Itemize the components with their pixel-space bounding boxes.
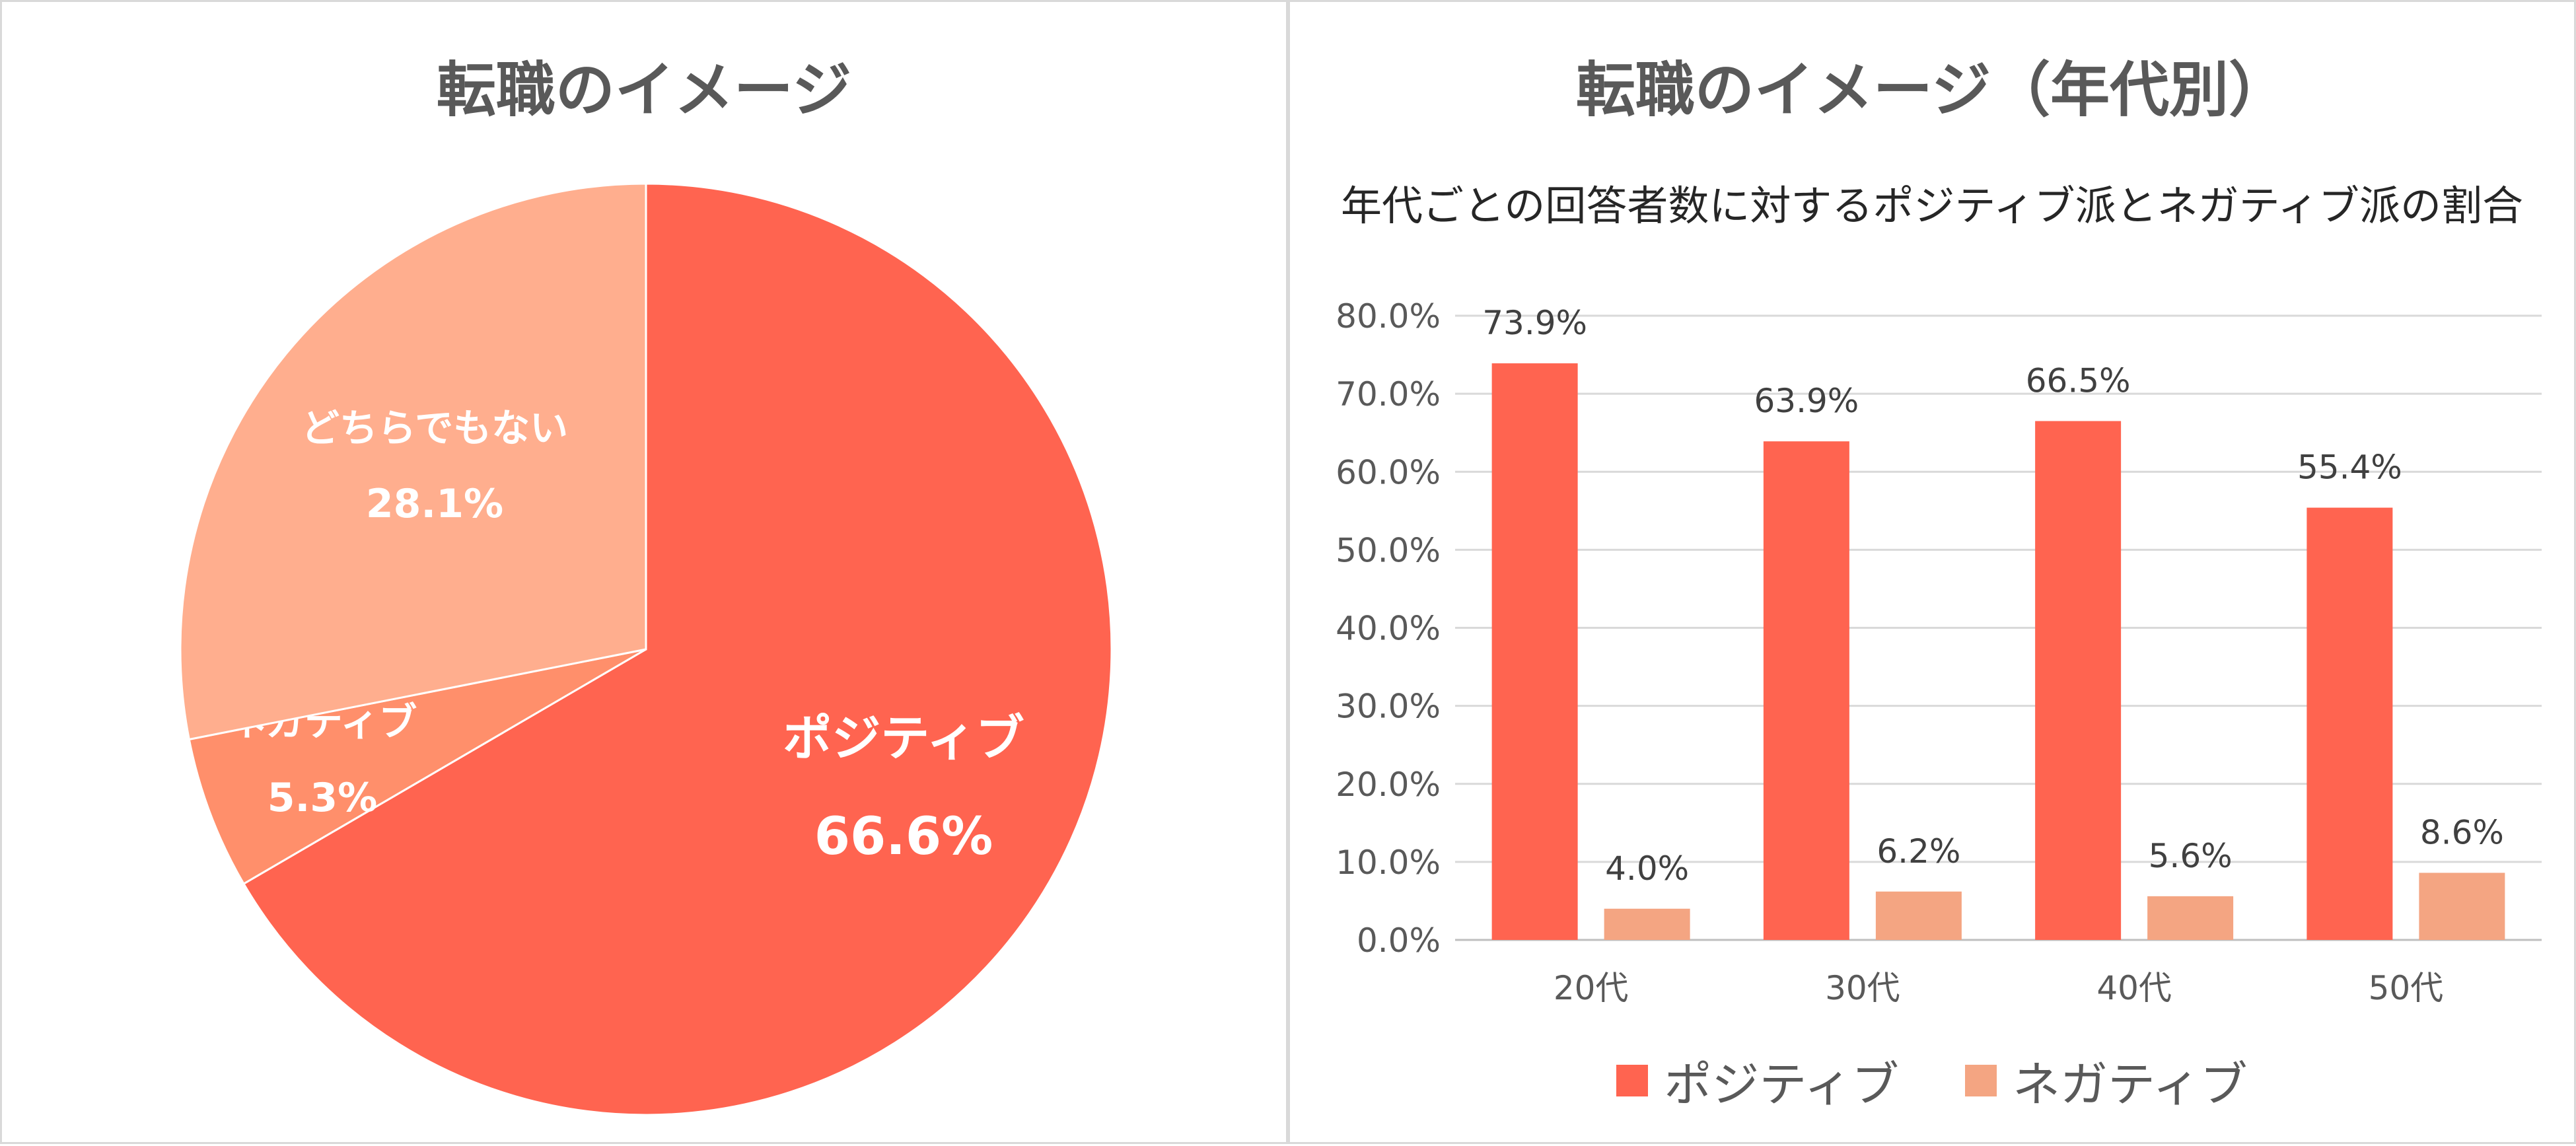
pie-slice-value: 66.6% — [814, 807, 993, 867]
bar — [2307, 507, 2393, 940]
x-tick-label: 40代 — [2096, 969, 2172, 1007]
x-tick-label: 30代 — [1825, 969, 1900, 1007]
y-tick-label: 70.0% — [1336, 375, 1441, 413]
pie-slice-value: 5.3% — [268, 775, 377, 821]
pie-slice-label: どちらでもない — [301, 406, 568, 450]
bar-data-label: 6.2% — [1877, 832, 1960, 871]
pie-slice-label: ポジティブ — [783, 710, 1024, 767]
pie-slice — [242, 182, 1113, 1116]
bar-data-label: 55.4% — [2297, 448, 2402, 487]
pie-slice — [188, 648, 647, 886]
bar-chart-legend: ポジティブ ネガティブ — [1290, 1046, 2574, 1115]
bar — [1763, 441, 1849, 940]
bar-data-label: 66.5% — [2026, 361, 2131, 400]
legend-swatch-negative — [1965, 1064, 1997, 1096]
bar-chart-subtitle: 年代ごとの回答者数に対するポジティブ派とネガティブ派の割合 — [1341, 182, 2523, 230]
y-tick-label: 60.0% — [1336, 453, 1441, 491]
pie-chart-panel: 転職のイメージ ポジティブ 66.6% ネガティブ 5.3% どちらでもない 28.1% — [0, 0, 1288, 1144]
y-tick-label: 40.0% — [1336, 610, 1441, 648]
legend-label-positive: ポジティブ — [1664, 1057, 1899, 1112]
y-tick-label: 30.0% — [1336, 688, 1441, 726]
pie-slice-value: 28.1% — [366, 481, 503, 527]
bar — [1604, 908, 1690, 940]
y-tick-label: 0.0% — [1357, 921, 1441, 960]
bar — [2035, 421, 2122, 940]
bar — [1491, 363, 1578, 940]
bar-data-label: 63.9% — [1754, 382, 1859, 420]
x-tick-label: 20代 — [1554, 969, 1629, 1007]
legend-item-negative: ネガティブ — [1965, 1046, 2248, 1115]
y-tick-label: 80.0% — [1336, 297, 1441, 336]
legend-item-positive: ポジティブ — [1616, 1046, 1899, 1115]
bar-data-label: 8.6% — [2420, 813, 2504, 851]
pie-slice — [179, 182, 647, 741]
bar — [2419, 873, 2505, 940]
bar — [1875, 891, 1962, 940]
bar — [2147, 896, 2234, 940]
bar-data-label: 73.9% — [1482, 304, 1587, 342]
y-tick-label: 20.0% — [1336, 766, 1441, 804]
bar-data-label: 5.6% — [2149, 837, 2233, 875]
bar-chart: 0.0% 10.0% 20.0% 30.0% 40.0% 50.0% 60.0% 70.0% 8… — [1336, 297, 2542, 1007]
y-tick-label: 50.0% — [1336, 531, 1441, 569]
legend-label-negative: ネガティブ — [2013, 1057, 2248, 1112]
bar-data-label: 4.0% — [1605, 849, 1689, 888]
y-tick-label: 10.0% — [1336, 843, 1441, 882]
bar-chart-title: 転職のイメージ（年代別） — [1575, 55, 2289, 125]
legend-swatch-positive — [1616, 1064, 1649, 1096]
x-tick-label: 50代 — [2369, 969, 2444, 1007]
bar-chart-panel: 転職のイメージ（年代別） 年代ごとの回答者数に対するポジティブ派とネガティブ派の… — [1288, 0, 2576, 1144]
pie-chart-title: 転職のイメージ — [436, 55, 852, 125]
